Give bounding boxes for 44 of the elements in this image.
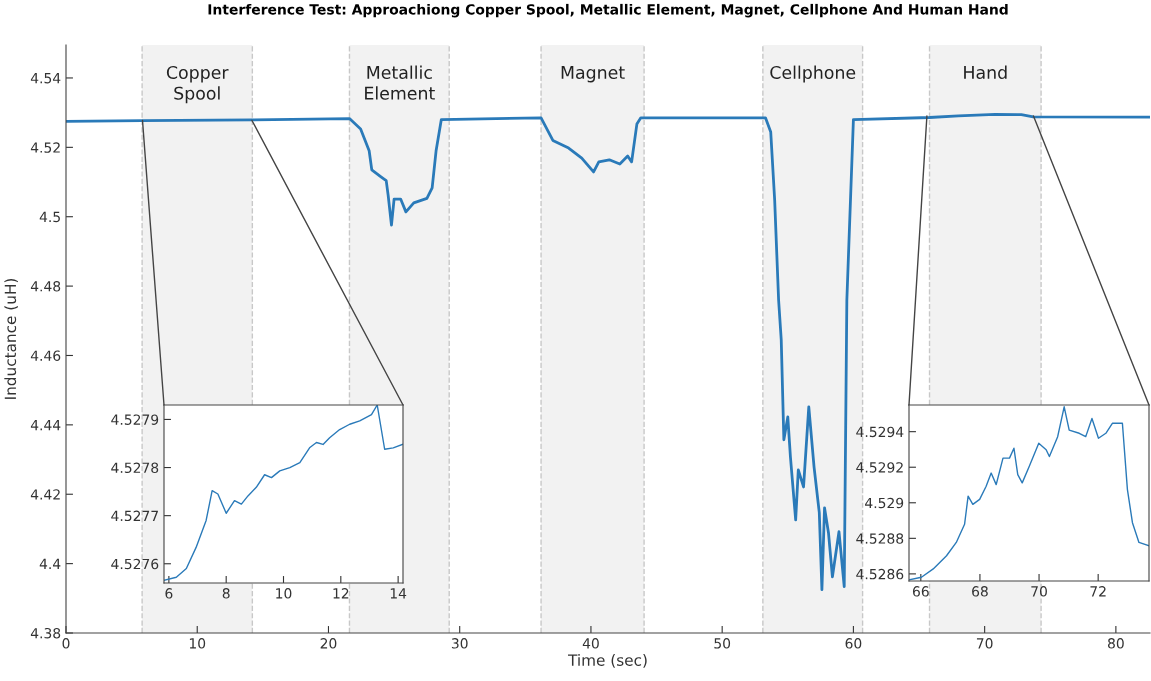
x-tick-label: 70: [976, 638, 993, 649]
x-tick-label: 68: [972, 586, 988, 597]
y-tick-label: 4.5: [39, 211, 60, 223]
x-tick-label: 70: [1031, 586, 1047, 597]
x-tick-label: 10: [189, 638, 206, 649]
band-label: Copper Spool: [166, 65, 229, 104]
x-tick-label: 50: [714, 638, 731, 649]
y-tick-label: 4.5276: [111, 558, 159, 570]
x-tick-label: 72: [1090, 586, 1106, 597]
x-tick-label: 60: [845, 638, 862, 649]
y-tick-label: 4.5277: [111, 510, 158, 522]
x-tick-label: 20: [320, 638, 337, 649]
y-tick-label: 4.4: [39, 558, 61, 569]
x-tick-label: 6: [165, 588, 173, 599]
y-tick-label: 4.5278: [111, 462, 159, 474]
x-tick-label: 80: [1107, 638, 1124, 649]
y-tick-label: 4.52: [30, 142, 60, 153]
y-tick-label: 4.46: [30, 350, 61, 361]
x-tick-label: 10: [276, 588, 292, 599]
band-label: Metallic Element: [365, 65, 435, 100]
y-tick-label: 4.44: [30, 420, 61, 431]
x-tick-label: 0: [62, 638, 70, 649]
y-tick-label: 4.529: [865, 497, 904, 509]
y-tick-label: 4.5279: [111, 414, 159, 425]
y-tick-label: 4.5286: [856, 568, 904, 580]
chart-title: Interference Test: Approachiong Copper Spool, Metallic Element, Magnet, Cellphone And Human Hand: [208, 3, 1008, 18]
x-tick-label: 30: [451, 638, 468, 649]
y-tick-label: 4.38: [30, 627, 61, 639]
y-tick-label: 4.54: [30, 73, 61, 84]
band-label: Cellphone: [770, 65, 856, 83]
band-label: Hand: [964, 65, 1007, 80]
y-tick-label: 4.5294: [856, 426, 904, 438]
band-label: Magnet: [561, 66, 625, 83]
y-axis-title: Inductance (uH): [4, 278, 18, 399]
x-axis-title: Time (sec): [568, 654, 647, 668]
x-tick-label: 8: [222, 588, 230, 599]
x-tick-label: 14: [390, 588, 407, 599]
y-tick-label: 4.5288: [856, 533, 904, 544]
y-tick-label: 4.42: [30, 489, 60, 500]
x-tick-label: 66: [912, 586, 929, 597]
y-tick-label: 4.5292: [856, 462, 903, 473]
x-tick-label: 40: [582, 638, 599, 649]
y-tick-label: 4.48: [30, 281, 61, 292]
x-tick-label: 12: [333, 588, 349, 599]
